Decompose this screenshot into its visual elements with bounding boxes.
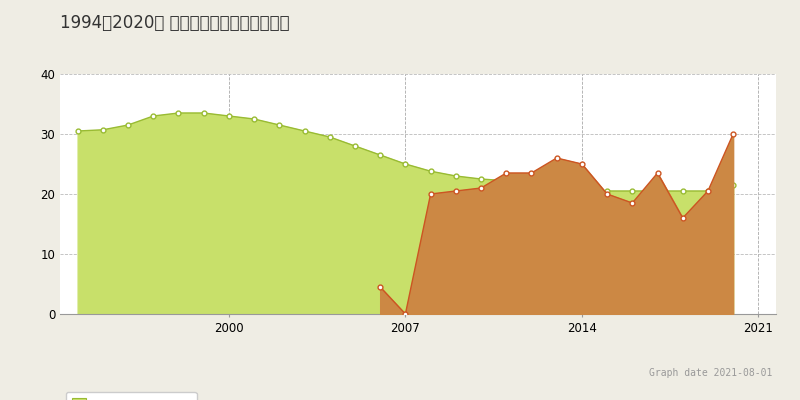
Legend: 地価公示 平均坪単価(万円/坪), 取引価格 平均坪単価(万円/坪): 地価公示 平均坪単価(万円/坪), 取引価格 平均坪単価(万円/坪) bbox=[66, 392, 197, 400]
Text: Graph date 2021-08-01: Graph date 2021-08-01 bbox=[649, 368, 772, 378]
Text: 1994～2020年 福岡市東区下原の地価渡移: 1994～2020年 福岡市東区下原の地価渡移 bbox=[60, 14, 290, 32]
